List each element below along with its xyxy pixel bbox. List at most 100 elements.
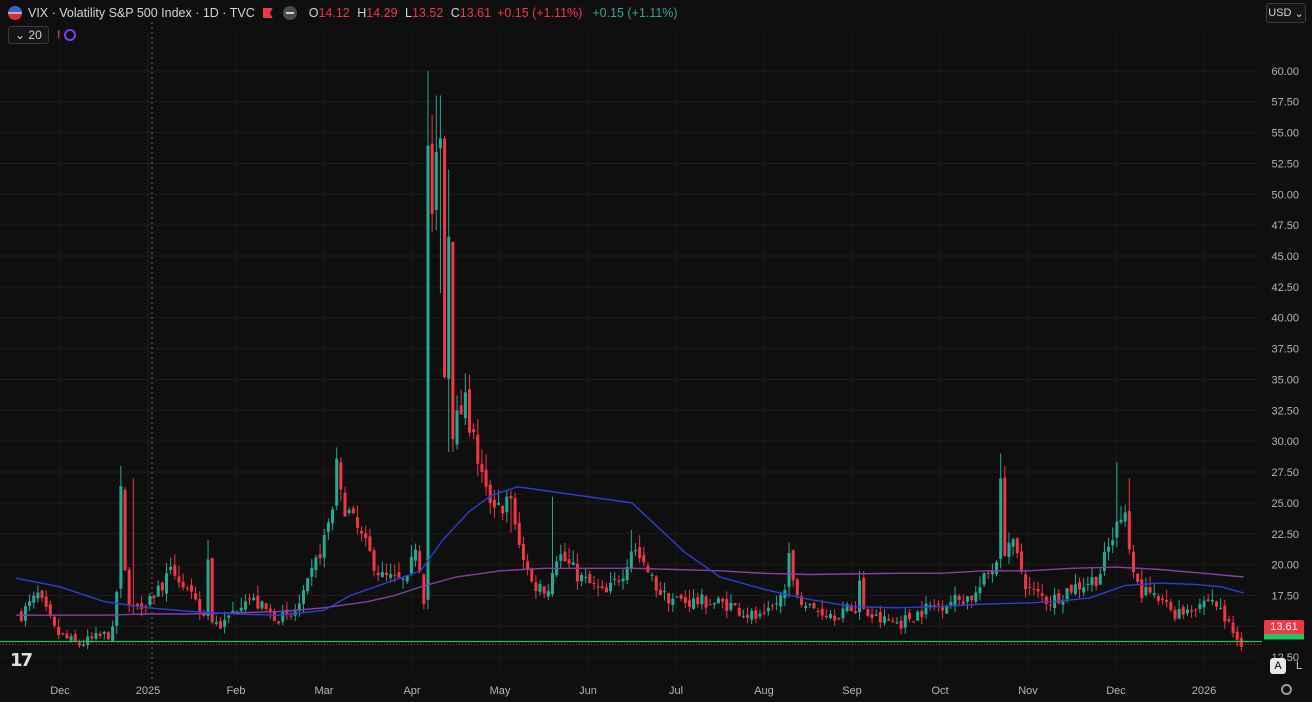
candle-body [874, 614, 878, 616]
candle-body [1219, 607, 1223, 609]
y-tick-label: 42.50 [1271, 282, 1299, 294]
indicator-row: ⌄ 20 ! [8, 26, 77, 44]
candle-body [476, 434, 480, 464]
auto-scale-button[interactable]: A [1270, 658, 1286, 674]
candle-body [559, 554, 563, 561]
candle-body [152, 595, 156, 599]
candle-body [480, 463, 484, 473]
ohlc-values: O14.12 H14.29 L13.52 C13.61 [308, 6, 492, 20]
candle-body [484, 469, 488, 487]
candle-body [401, 578, 405, 580]
candle-body [716, 598, 720, 604]
y-tick-label: 32.50 [1271, 405, 1299, 417]
candle-body [708, 604, 712, 606]
candle-body [206, 559, 210, 616]
candle-body [974, 592, 978, 602]
candle-body [741, 616, 745, 618]
candle-body [202, 614, 206, 616]
y-tick-label: 45.00 [1271, 251, 1299, 263]
candle-body [638, 547, 642, 559]
candle-body [218, 621, 222, 629]
candle-body [210, 558, 214, 623]
gear-icon[interactable] [1281, 684, 1292, 695]
log-scale-button[interactable]: L [1295, 660, 1303, 672]
symbol-title[interactable]: VIX · Volatility S&P 500 Index · 1D · TV… [28, 6, 255, 20]
candle-body [1144, 586, 1148, 596]
candle-body [467, 389, 471, 433]
candle-body [1227, 619, 1231, 622]
candle-body [36, 592, 40, 599]
candle-body [310, 567, 314, 577]
indicator-icons[interactable]: ! [57, 29, 77, 41]
candle-body [633, 550, 637, 552]
candle-body [812, 603, 816, 609]
candle-body [451, 241, 455, 440]
candle-body [750, 610, 754, 620]
x-tick-label: Nov [1018, 685, 1038, 697]
candle-body [550, 572, 554, 595]
candle-body [65, 633, 69, 639]
candle-body [1123, 512, 1127, 522]
candle-body [1036, 588, 1040, 592]
candle-body [770, 605, 774, 607]
candle-body [721, 598, 725, 602]
candle-body [978, 587, 982, 594]
candle-body [683, 597, 687, 604]
candle-body [405, 575, 409, 582]
candle-body [123, 489, 127, 571]
candle-body [517, 522, 521, 545]
market-flag-icon[interactable] [262, 8, 273, 18]
candle-body [1165, 599, 1169, 602]
candle-body [530, 569, 534, 582]
x-tick-label: Jun [579, 685, 597, 697]
candle-body [1190, 610, 1194, 612]
candle-body [1082, 587, 1086, 593]
minus-icon[interactable] [282, 6, 297, 20]
candle-body [140, 603, 144, 609]
candle-body [899, 620, 903, 629]
candle-body [663, 591, 667, 593]
candle-body [1156, 596, 1160, 601]
candle-body [538, 584, 542, 592]
candle-body [1127, 511, 1131, 550]
currency-select[interactable]: USD ⌄ [1266, 3, 1306, 23]
candle-body [945, 606, 949, 614]
candle-body [1181, 607, 1185, 615]
y-tick-label: 57.50 [1271, 97, 1299, 109]
candle-body [1044, 596, 1048, 604]
candle-body [575, 563, 579, 582]
candle-body [580, 574, 584, 582]
candle-body [912, 621, 916, 623]
candle-body [1235, 631, 1239, 640]
candle-body [227, 615, 231, 618]
y-tick-label: 52.50 [1271, 158, 1299, 170]
candle-body [970, 595, 974, 601]
candle-body [887, 619, 891, 621]
candle-body [791, 550, 795, 581]
candle-body [1032, 588, 1036, 590]
candle-body [509, 496, 513, 499]
candle-body [393, 574, 397, 576]
candle-body [932, 605, 936, 607]
alert-icon[interactable]: ! [56, 29, 61, 41]
candle-body [148, 595, 152, 606]
candle-body [916, 611, 920, 621]
candle-body [563, 551, 567, 562]
x-tick-label: Apr [403, 685, 420, 697]
candle-body [1078, 582, 1082, 590]
candle-body [891, 620, 895, 622]
y-tick-label: 17.50 [1271, 590, 1299, 602]
candle-body [69, 636, 73, 641]
candle-body [169, 566, 173, 571]
candle-body [833, 615, 837, 621]
interval-toggle[interactable]: ⌄ 20 [8, 26, 49, 44]
candle-body [434, 152, 438, 210]
candle-body [181, 581, 185, 588]
candle-body [965, 596, 969, 602]
candle-body [165, 573, 169, 594]
candle-body [492, 499, 496, 508]
candle-body [729, 602, 733, 610]
candle-body [878, 612, 882, 623]
indicator-circle-icon[interactable] [64, 29, 77, 41]
